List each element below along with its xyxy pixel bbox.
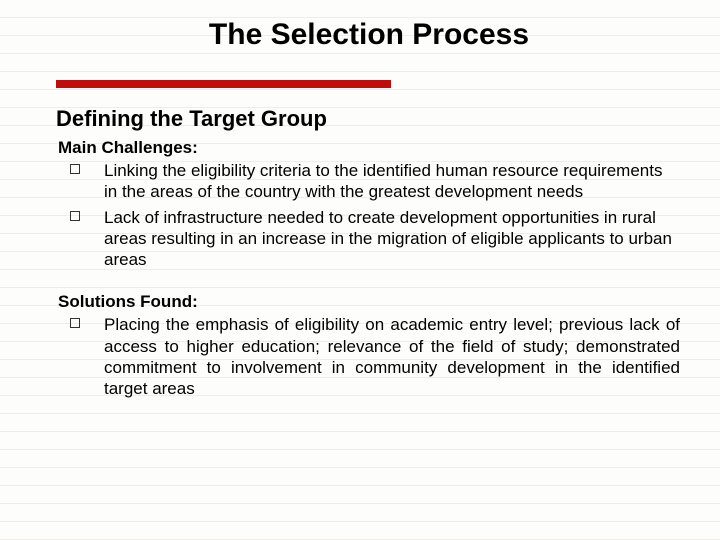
slide-content: The Selection Process Defining the Targe… bbox=[0, 0, 720, 423]
list-item-text: Lack of infrastructure needed to create … bbox=[104, 208, 672, 270]
page-title: The Selection Process bbox=[58, 18, 680, 52]
challenges-heading: Main Challenges: bbox=[58, 138, 680, 158]
accent-bar bbox=[56, 80, 391, 88]
list-item-text: Placing the emphasis of eligibility on a… bbox=[104, 315, 680, 398]
solutions-heading: Solutions Found: bbox=[58, 292, 680, 312]
square-bullet-icon bbox=[70, 164, 80, 174]
list-item: Lack of infrastructure needed to create … bbox=[58, 207, 680, 271]
square-bullet-icon bbox=[70, 318, 80, 328]
list-item: Linking the eligibility criteria to the … bbox=[58, 160, 680, 203]
challenges-list: Linking the eligibility criteria to the … bbox=[58, 160, 680, 270]
list-item: Placing the emphasis of eligibility on a… bbox=[58, 314, 680, 399]
square-bullet-icon bbox=[70, 211, 80, 221]
subtitle: Defining the Target Group bbox=[56, 106, 680, 132]
solutions-list: Placing the emphasis of eligibility on a… bbox=[58, 314, 680, 399]
list-item-text: Linking the eligibility criteria to the … bbox=[104, 161, 662, 201]
